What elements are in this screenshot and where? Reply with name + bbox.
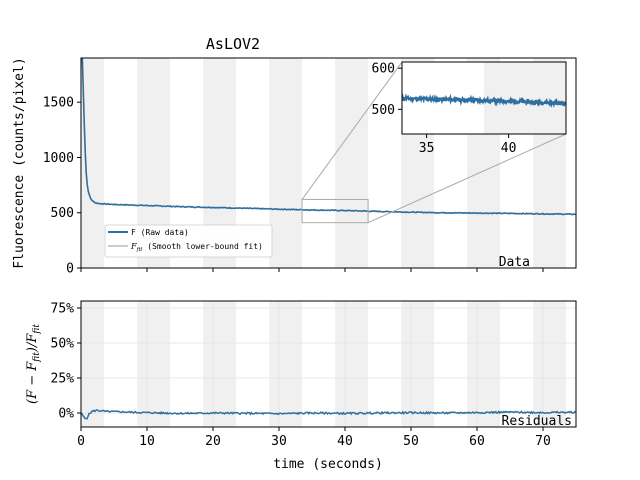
data-corner-label: Data [499,255,530,270]
top-x-ticks [80,268,544,272]
top-series-lines [81,58,576,216]
bottom-xtick-label-4: 40 [337,434,353,449]
inset-shaded-bands [484,62,566,134]
inset-ytick-label-0: 500 [372,103,395,118]
inset-frame [401,61,567,135]
bottom-xtick-label-3: 30 [271,434,287,449]
bottom-xtick-label-2: 20 [205,434,221,449]
bottom-xtick-label-0: 0 [77,434,85,449]
zoom-connector-lower [367,133,567,224]
inset-band-4 [484,62,566,134]
bottom-axes-frame [80,300,577,428]
legend: F (Raw data) Ffit (Smooth lower-bound fi… [104,224,273,258]
bottom-band-0 [81,301,105,427]
bottom-y-axis-label: (F − Ffit)/Ffit [25,324,42,404]
bottom-band-4 [335,301,369,427]
bottom-xtick-label-1: 10 [139,434,155,449]
bottom-series-lines [81,409,576,420]
series-raw-line [81,58,576,216]
top-ytick-label-3: 1500 [43,96,74,111]
bottom-band-6 [467,301,501,427]
legend-label-raw: F (Raw data) [131,228,189,237]
top-ytick-label-1: 500 [51,206,74,221]
zoom-connector-upper [301,61,403,200]
bottom-xtick-label-7: 70 [535,434,551,449]
inset-ytick-label-1: 600 [372,62,395,77]
top-ytick-label-0: 0 [66,262,74,277]
inset-xtick-label-0: 35 [419,141,435,156]
bottom-band-2 [203,301,237,427]
inset-xtick-label-1: 40 [501,141,517,156]
bottom-band-3 [269,301,303,427]
top-band-3 [269,58,303,268]
top-band-4 [335,58,369,268]
bottom-y-ticks: 0% 25% 50% 75% [51,302,81,422]
bottom-band-1 [137,301,171,427]
zoom-box [301,198,369,224]
bottom-ytick-label-1: 25% [51,372,75,387]
bottom-ytick-label-2: 50% [51,337,75,352]
top-band-0 [81,58,105,268]
inset-raw-line [402,93,566,109]
top-ytick-label-2: 1000 [43,151,74,166]
top-axes-frame [80,57,577,269]
legend-label-fit: Ffit (Smooth lower-bound fit) [130,242,263,253]
x-axis-label: time (seconds) [273,457,383,472]
bottom-shaded-bands [81,301,567,427]
bottom-ytick-label-3: 75% [51,302,75,317]
series-residual-line [81,409,576,420]
chart-title: AsLOV2 [206,35,260,53]
bottom-band-7 [533,301,567,427]
inset-series-lines [402,93,566,109]
top-y-axis-label: Fluorescence (counts/pixel) [12,57,27,268]
bottom-xtick-label-5: 50 [403,434,419,449]
bottom-xtick-label-6: 60 [469,434,485,449]
inset: 500 600 35 40 [372,61,567,156]
legend-box [104,224,273,258]
residuals-corner-label: Residuals [502,414,572,429]
top-y-ticks: 0 500 1000 1500 [43,96,81,277]
bottom-ytick-label-0: 0% [58,407,74,422]
bottom-band-5 [401,301,435,427]
inset-ticks: 500 600 35 40 [372,62,517,156]
bottom-x-ticks: 0 10 20 30 40 50 60 70 [77,427,551,449]
